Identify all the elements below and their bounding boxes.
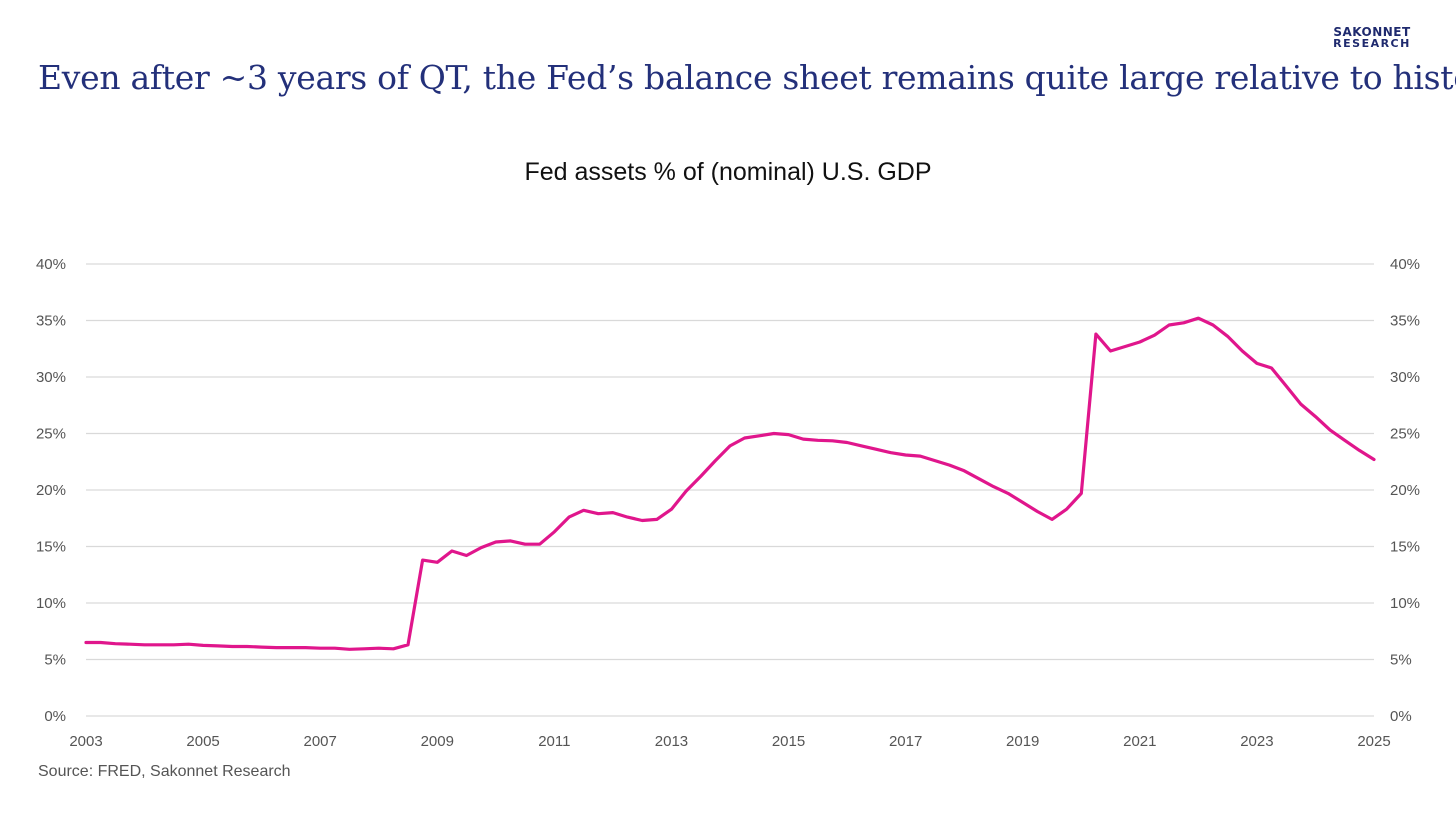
x-tick-label: 2009 xyxy=(421,733,454,750)
y-tick-label-left: 30% xyxy=(36,369,66,386)
logo-line-1: SAKONNET xyxy=(1333,25,1411,39)
series-layer xyxy=(84,316,1376,651)
x-tick-label: 2017 xyxy=(889,733,922,750)
y-tick-label-left: 20% xyxy=(36,482,66,499)
y-tick-label-left: 40% xyxy=(36,256,66,273)
y-tick-label-left: 5% xyxy=(44,652,66,669)
y-tick-label-right: 10% xyxy=(1390,595,1420,612)
x-tick-label: 2011 xyxy=(538,733,570,750)
gridlines xyxy=(86,263,1374,717)
chart-title: Fed assets % of (nominal) U.S. GDP xyxy=(524,158,932,186)
x-tick-label: 2015 xyxy=(772,733,805,750)
y-tick-label-right: 40% xyxy=(1390,256,1420,273)
y-tick-label-right: 35% xyxy=(1390,313,1420,330)
x-tick-label: 2005 xyxy=(186,733,219,750)
x-tick-label: 2025 xyxy=(1357,733,1390,750)
x-tick-label: 2023 xyxy=(1240,733,1273,750)
logo-line-2: RESEARCH xyxy=(1333,37,1411,50)
x-tick-label: 2003 xyxy=(69,733,102,750)
y-tick-label-right: 5% xyxy=(1390,652,1412,669)
x-tick-label: 2013 xyxy=(655,733,688,750)
y-tick-label-right: 0% xyxy=(1390,708,1412,725)
y-axis-left-labels: 0% 5% 10% 15% 20% 25% 30% 35% 40% xyxy=(36,256,66,725)
y-tick-label-left: 25% xyxy=(36,426,66,443)
x-axis-labels: 2003 2005 2007 2009 2011 2013 2015 2017 2019 2021… xyxy=(69,733,1390,750)
page-headline: Even after ~3 years of QT, the Fed’s bal… xyxy=(38,58,1456,97)
y-tick-label-left: 35% xyxy=(36,313,66,330)
source-note: Source: FRED, Sakonnet Research xyxy=(38,763,291,780)
y-tick-label-left: 0% xyxy=(44,708,66,725)
x-tick-label: 2019 xyxy=(1006,733,1039,750)
x-tick-label: 2007 xyxy=(303,733,336,750)
brand-logo: SAKONNET RESEARCH xyxy=(1318,26,1426,50)
y-tick-label-left: 15% xyxy=(36,539,66,556)
y-tick-label-left: 10% xyxy=(36,595,66,612)
y-tick-label-right: 25% xyxy=(1390,426,1420,443)
y-tick-label-right: 30% xyxy=(1390,369,1420,386)
y-axis-right-labels: 0% 5% 10% 15% 20% 25% 30% 35% 40% xyxy=(1390,256,1420,725)
x-tick-label: 2021 xyxy=(1123,733,1156,750)
y-tick-label-right: 15% xyxy=(1390,539,1420,556)
series-line xyxy=(84,316,1376,651)
y-tick-label-right: 20% xyxy=(1390,482,1420,499)
